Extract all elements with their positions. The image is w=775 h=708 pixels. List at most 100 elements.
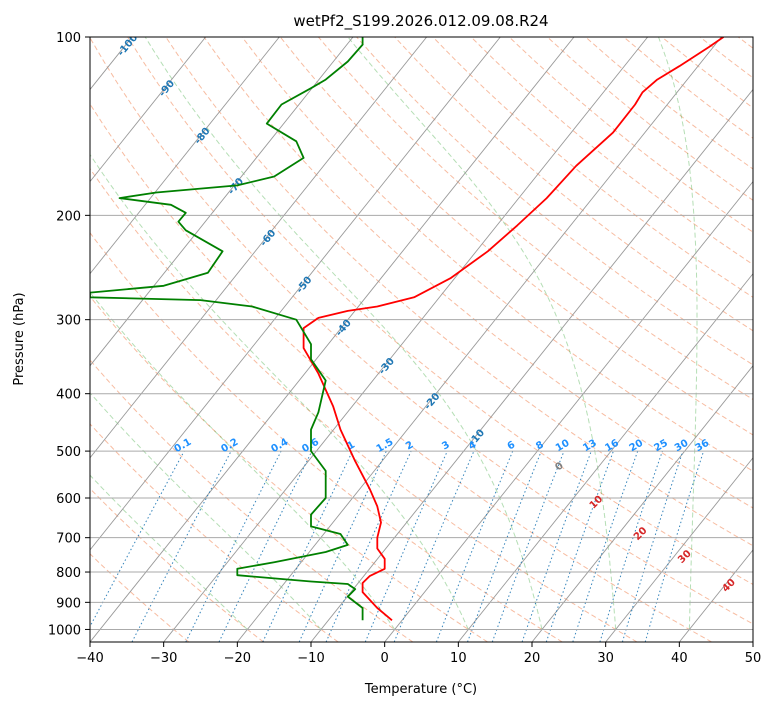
dry-adiabat: [356, 37, 753, 366]
mixing-ratio-line: [521, 450, 592, 642]
mixing-ratio-label: 1: [346, 439, 358, 452]
dry-adiabat: [90, 487, 264, 642]
isotherm: [605, 457, 753, 642]
mixing-ratio-label: 1.5: [375, 437, 396, 455]
isotherm-label: -50: [295, 275, 315, 296]
mixing-ratio-line: [185, 450, 282, 642]
mixing-ratio-line: [218, 450, 313, 642]
moist-adiabat: [90, 291, 396, 630]
isotherm: [90, 37, 354, 367]
mixing-ratio-line: [298, 450, 387, 642]
mixing-ratio-label: 0.4: [269, 437, 290, 455]
mixing-ratio-line: [599, 450, 663, 642]
mixing-ratio-line: [90, 450, 185, 628]
dry-adiabat: [585, 37, 753, 170]
x-tick-label: −30: [150, 651, 177, 666]
isotherm: [90, 37, 428, 459]
isotherm-label: -40: [334, 318, 354, 339]
isotherm: [163, 37, 649, 642]
x-tick-label: 30: [597, 651, 614, 666]
mixing-ratio-line: [131, 450, 232, 642]
x-axis-label: Temperature (°C): [364, 682, 477, 697]
y-tick-label: 300: [56, 314, 81, 329]
dry-adiabat: [90, 423, 339, 642]
isotherm: [236, 37, 722, 642]
isotherm: [90, 37, 207, 183]
isotherm: [310, 88, 753, 642]
isotherm: [457, 272, 753, 642]
isotherm: [384, 180, 753, 642]
mixing-ratio-label: 2: [404, 439, 416, 452]
isotherm: [752, 641, 753, 642]
isotherm: [531, 365, 753, 642]
dry-adiabat: [699, 37, 753, 79]
dry-adiabat: [470, 37, 753, 266]
x-tick-label: 20: [524, 651, 541, 666]
isotherm: [90, 37, 280, 275]
mixing-ratio-label: 8: [534, 439, 546, 452]
isotherm: [0, 37, 58, 642]
y-tick-label: 500: [56, 445, 81, 460]
dry-adiabat: [203, 37, 753, 509]
isotherm: [90, 37, 501, 551]
y-tick-label: 900: [56, 596, 81, 611]
mixing-ratio-line: [572, 450, 639, 642]
mixing-ratio-line: [467, 450, 542, 642]
y-tick-label: 800: [56, 566, 81, 581]
moist-adiabat-label: 40: [720, 577, 738, 595]
moist-adiabat: [347, 37, 617, 630]
dry-adiabat: [90, 103, 712, 642]
mixing-ratio-label: 16: [603, 438, 621, 455]
dry-adiabat: [90, 295, 488, 642]
mixing-ratio-label: 3: [440, 439, 452, 452]
x-tick-label: 40: [671, 651, 688, 666]
moist-adiabat-label: 20: [632, 525, 650, 543]
dry-adiabat: [279, 37, 753, 436]
plot-frame: [89, 36, 754, 643]
mixing-ratio-label: 36: [694, 438, 712, 455]
dry-adiabat: [90, 553, 190, 642]
mixing-ratio-line: [325, 450, 412, 642]
mixing-ratio-label: 6: [506, 439, 518, 452]
mixing-ratio-line: [364, 450, 448, 642]
dry-adiabat: [90, 231, 563, 642]
isotherm: [90, 37, 575, 642]
mixing-ratio-label: 30: [673, 438, 691, 455]
background-lines: [0, 37, 753, 642]
profile-line: [302, 37, 725, 621]
y-tick-label: 1000: [48, 623, 81, 638]
y-axis: 1000 900 800 700 600 500 400 300 200 100: [48, 31, 90, 638]
dry-adiabat: [241, 37, 753, 472]
x-tick-label: −20: [224, 651, 251, 666]
moist-adiabat-label: 0: [553, 460, 566, 473]
mixing-ratio-line: [262, 450, 353, 642]
mixing-ratio-label: 4: [467, 439, 479, 452]
x-axis: −40 −30 −20 −10 0 10 20 30 40 50: [76, 642, 761, 666]
dry-adiabat: [394, 37, 753, 332]
mixing-ratio-line: [644, 450, 705, 642]
isotherm-label: -100: [116, 32, 141, 58]
isotherm: [678, 549, 753, 642]
dry-adiabat: [547, 37, 753, 201]
moist-adiabat: [658, 37, 698, 630]
y-tick-label: 700: [56, 532, 81, 547]
mixing-ratio-label: 10: [554, 438, 572, 455]
pressure-gridlines: [90, 37, 753, 630]
y-tick-label: 100: [56, 31, 81, 46]
isotherm-label: -30: [377, 356, 397, 377]
mixing-ratio-line: [393, 450, 475, 642]
moist-adiabat: [144, 37, 543, 630]
dry-adiabat: [432, 37, 753, 298]
dry-adiabat: [737, 37, 753, 49]
x-tick-label: 10: [450, 651, 467, 666]
isotherm-label: -80: [193, 126, 213, 147]
x-tick-label: −10: [297, 651, 324, 666]
profile-line: [90, 37, 364, 621]
mixing-ratio-line: [545, 450, 614, 642]
y-tick-label: 400: [56, 388, 81, 403]
x-tick-label: 0: [381, 651, 389, 666]
isotherm-label: -90: [157, 78, 177, 99]
dry-adiabat: [508, 37, 753, 233]
x-tick-label: −40: [76, 651, 103, 666]
profile-series: [90, 37, 725, 621]
